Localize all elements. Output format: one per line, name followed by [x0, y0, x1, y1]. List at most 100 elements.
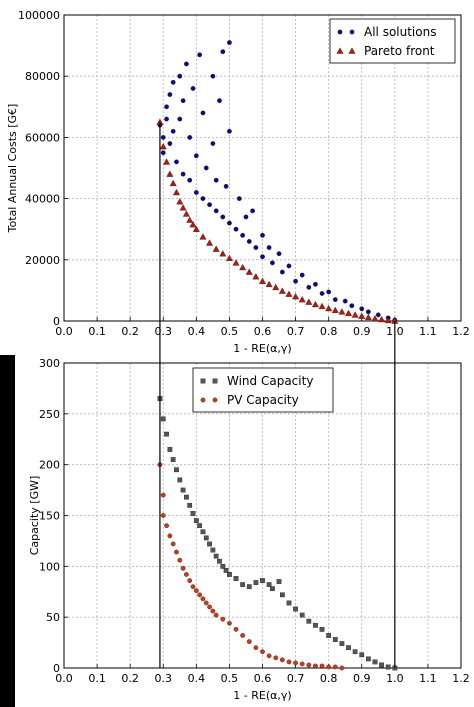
data-point [305, 298, 313, 305]
data-point [240, 232, 245, 238]
data-point [170, 79, 176, 85]
data-point [246, 639, 252, 644]
legend-label: Wind Capacity [227, 374, 313, 388]
connector-lines [159, 122, 396, 668]
x-tick-label: 0.9 [353, 672, 371, 685]
data-point [239, 263, 247, 271]
x-tick-label: 0.6 [254, 325, 272, 338]
data-point [276, 579, 282, 584]
legend-marker [336, 47, 344, 54]
data-point [240, 633, 245, 638]
black-side-strip [0, 355, 15, 707]
data-point [253, 580, 259, 585]
data-point [339, 665, 345, 671]
data-point [187, 135, 193, 140]
data-point [173, 188, 180, 196]
data-point [285, 290, 293, 297]
data-point [346, 645, 351, 651]
data-point [220, 616, 226, 622]
data-point [190, 584, 196, 590]
data-point [167, 533, 173, 539]
x-tick-label: 0.5 [221, 672, 239, 685]
data-point [246, 584, 252, 590]
series-pv-capacity [157, 462, 345, 671]
data-point [319, 291, 325, 296]
data-point [253, 245, 259, 250]
data-point [326, 633, 332, 638]
data-point [313, 281, 318, 287]
data-point [240, 582, 245, 587]
y-tick-label: 150 [39, 510, 60, 523]
data-point [160, 513, 166, 518]
data-point [227, 220, 232, 226]
data-point [306, 662, 312, 668]
legend-marker [200, 378, 206, 384]
data-point [160, 416, 166, 422]
data-point [278, 287, 286, 294]
data-point [203, 165, 209, 171]
data-point [306, 284, 312, 290]
series-pareto-front [156, 118, 399, 324]
data-point [180, 98, 186, 104]
data-point [164, 431, 169, 437]
data-point [192, 225, 200, 232]
data-point [203, 600, 209, 606]
data-point [319, 627, 325, 632]
data-point [250, 208, 255, 214]
data-point [217, 98, 222, 104]
x-tick-label: 0.7 [287, 325, 305, 338]
y-tick-label: 100 [39, 560, 60, 573]
data-point [372, 659, 378, 665]
data-point [266, 582, 272, 587]
x-tick-label: 0.6 [254, 672, 272, 685]
data-point [359, 306, 365, 312]
data-point [326, 289, 332, 295]
data-point [286, 263, 292, 269]
legend-label: PV Capacity [227, 393, 299, 407]
data-point [227, 572, 232, 577]
data-point [207, 541, 212, 547]
capacity-chart-xlabel: 1 - RE(α,γ) [233, 689, 291, 702]
data-point [246, 239, 252, 244]
data-point [306, 618, 312, 624]
data-point [332, 637, 338, 642]
x-tick-label: 1.2 [452, 325, 470, 338]
data-point [179, 204, 187, 211]
data-point [332, 297, 338, 302]
data-point [187, 578, 193, 583]
cost-chart-panel: 0.0 0.1 0.2 0.3 0.4 0.5 0.6 0.7 0.8 0.9 1.0 1.1 1.20… [6, 9, 470, 355]
data-point [200, 529, 206, 535]
data-point [260, 232, 265, 238]
data-point [180, 171, 186, 177]
data-point [233, 226, 239, 232]
data-point [236, 196, 242, 201]
y-tick-label: 20000 [25, 254, 60, 267]
data-point [163, 158, 171, 165]
capacity-chart-panel: 0.0 0.1 0.2 0.3 0.4 0.5 0.6 0.7 0.8 0.9 1.0 1.1 1.2 0… [28, 357, 470, 702]
x-tick-label: 0.1 [88, 672, 106, 685]
data-point [160, 492, 166, 498]
data-point [378, 315, 386, 323]
y-tick-label: 40000 [25, 193, 60, 206]
data-point [338, 308, 346, 315]
data-point [189, 221, 197, 228]
x-tick-label: 0.4 [188, 325, 206, 338]
data-point [279, 657, 285, 663]
data-point [207, 604, 212, 610]
data-point [160, 135, 166, 140]
data-point [351, 311, 359, 318]
data-point [252, 273, 260, 280]
data-point [332, 664, 338, 670]
data-point [166, 170, 174, 177]
x-tick-label: 0.2 [121, 325, 139, 338]
data-point [345, 309, 352, 317]
data-point [213, 553, 219, 559]
data-point [203, 535, 209, 541]
y-tick-label: 300 [39, 357, 60, 370]
data-point [379, 662, 384, 668]
data-point [174, 159, 179, 165]
data-point [219, 250, 227, 257]
x-tick-label: 0.3 [155, 325, 173, 338]
data-point [265, 280, 273, 287]
